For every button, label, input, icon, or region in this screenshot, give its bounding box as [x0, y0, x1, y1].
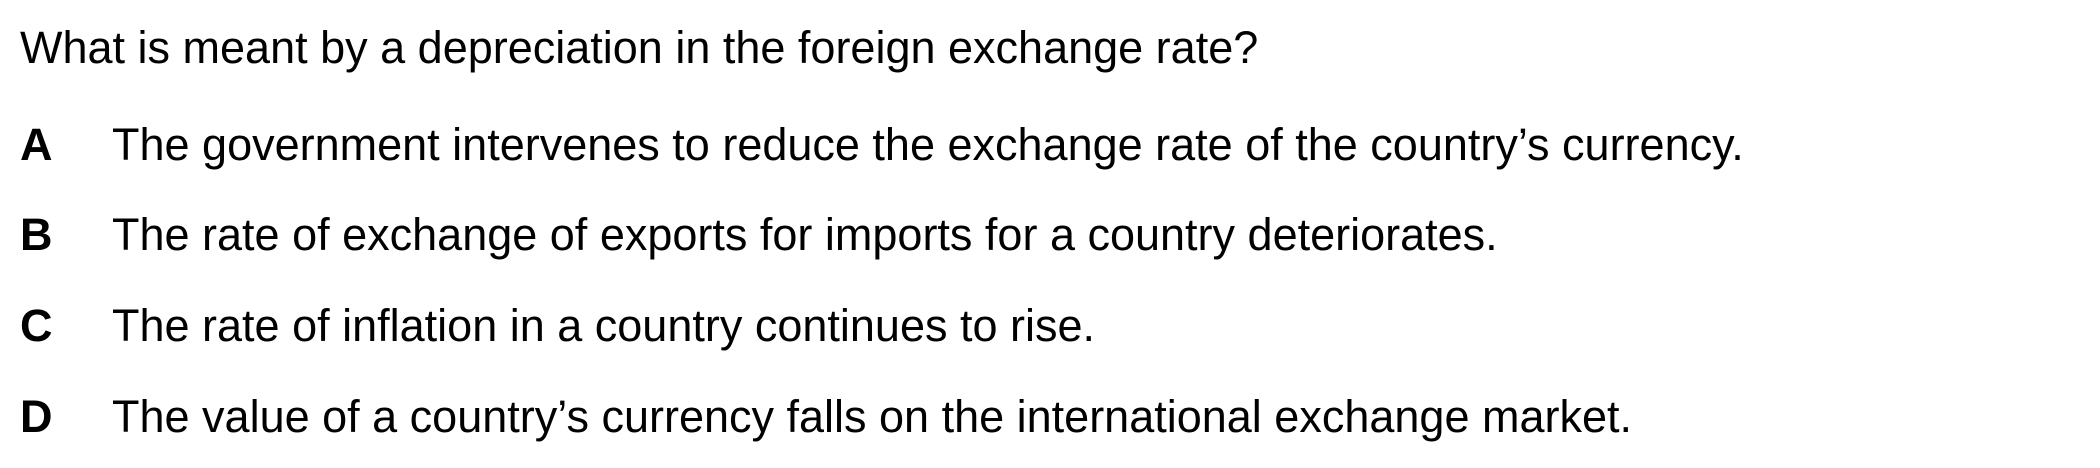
option-text: The value of a country’s currency falls … [112, 391, 1633, 442]
option-d[interactable]: D The value of a country’s currency fall… [20, 387, 1632, 447]
option-text: The rate of exchange of exports for impo… [112, 209, 1498, 260]
option-b[interactable]: B The rate of exchange of exports for im… [20, 205, 1498, 265]
option-letter: C [20, 300, 53, 351]
option-letter: B [20, 209, 53, 260]
option-a[interactable]: A The government intervenes to reduce th… [20, 115, 1744, 175]
option-text: The government intervenes to reduce the … [112, 119, 1744, 170]
question-text: What is meant by a depreciation in the f… [20, 22, 1259, 73]
option-c[interactable]: C The rate of inflation in a country con… [20, 296, 1095, 356]
option-letter: A [20, 119, 53, 170]
option-letter: D [20, 391, 53, 442]
option-text: The rate of inflation in a country conti… [112, 300, 1096, 351]
